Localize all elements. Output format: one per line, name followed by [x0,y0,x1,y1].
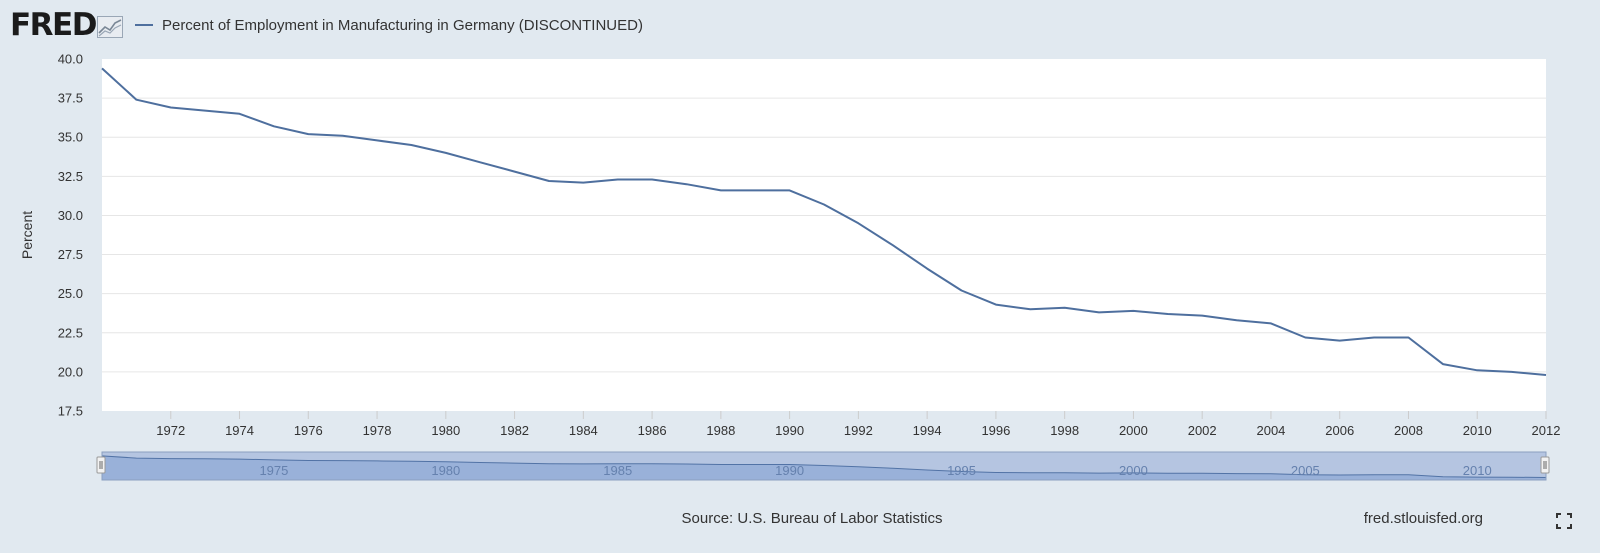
y-tick-label: 40.0 [58,52,83,67]
y-tick-label: 17.5 [58,404,83,419]
chart-header: FRED Percent of Employment in Manufactur… [10,8,643,42]
navigator-line [101,455,1547,478]
line-graph-icon [96,16,123,38]
chart-legend[interactable]: Percent of Employment in Manufacturing i… [134,16,643,34]
navigator-area [102,455,1546,480]
navigator-label: 2010 [1463,463,1492,478]
x-tick-label: 2006 [1325,423,1354,438]
x-tick-label: 1994 [913,423,942,438]
navigator-label: 1995 [947,463,976,478]
x-tick-label: 1986 [638,423,667,438]
x-axis-ticks: 1972 1974 1976 1978 1980 1982 1984 1986 1988 1990… [156,411,1560,438]
y-tick-label: 22.5 [58,325,83,340]
y-tick-label: 35.0 [58,130,83,145]
y-tick-label: 25.0 [58,286,83,301]
fred-logo[interactable]: FRED [10,6,97,43]
navigator-right-handle[interactable] [1540,456,1550,474]
x-tick-label: 2012 [1532,423,1561,438]
navigator-label: 1985 [603,463,632,478]
y-tick-label: 27.5 [58,247,83,262]
x-tick-label: 2010 [1463,423,1492,438]
fullscreen-icon[interactable] [1556,513,1572,529]
source-note: Source: U.S. Bureau of Labor Statistics [681,510,943,527]
x-tick-label: 2008 [1394,423,1423,438]
navigator-selection[interactable] [101,451,1547,481]
navigator-label: 1980 [431,463,460,478]
plot-area [102,59,1546,411]
y-tick-label: 32.5 [58,169,83,184]
navigator-labels: 1975 1980 1985 1990 1995 2000 2005 2010 [259,463,1491,478]
site-link[interactable]: fred.stlouisfed.org [1363,510,1483,527]
x-tick-label: 2002 [1188,423,1217,438]
range-navigator[interactable]: 1975 1980 1985 1990 1995 2000 2005 2010 [96,451,1550,481]
y-axis-title: Percent [19,211,35,259]
y-tick-label: 30.0 [58,208,83,223]
navigator-label: 2005 [1291,463,1320,478]
x-tick-label: 1982 [500,423,529,438]
x-tick-label: 1990 [775,423,804,438]
navigator-label: 1990 [775,463,804,478]
navigator-label: 2000 [1119,463,1148,478]
y-tick-label: 20.0 [58,364,83,379]
legend-series-swatch [134,24,153,26]
x-tick-label: 2004 [1256,423,1285,438]
series-line[interactable] [101,67,1547,376]
navigator-label: 1975 [259,463,288,478]
x-tick-label: 1972 [156,423,185,438]
gridlines [102,97,1546,373]
y-axis-ticks: 17.5 20.0 22.5 25.0 27.5 30.0 32.5 35.0 37.5 40.0 [58,52,83,419]
x-tick-label: 2000 [1119,423,1148,438]
x-tick-label: 1988 [706,423,735,438]
x-tick-label: 1984 [569,423,598,438]
x-tick-label: 1996 [981,423,1010,438]
x-tick-label: 1978 [363,423,392,438]
x-tick-label: 1998 [1050,423,1079,438]
y-tick-label: 37.5 [58,91,83,106]
legend-series-label: Percent of Employment in Manufacturing i… [161,16,643,34]
x-tick-label: 1992 [844,423,873,438]
x-tick-label: 1974 [225,423,254,438]
x-tick-label: 1980 [431,423,460,438]
navigator-left-handle[interactable] [96,456,106,474]
x-tick-label: 1976 [294,423,323,438]
